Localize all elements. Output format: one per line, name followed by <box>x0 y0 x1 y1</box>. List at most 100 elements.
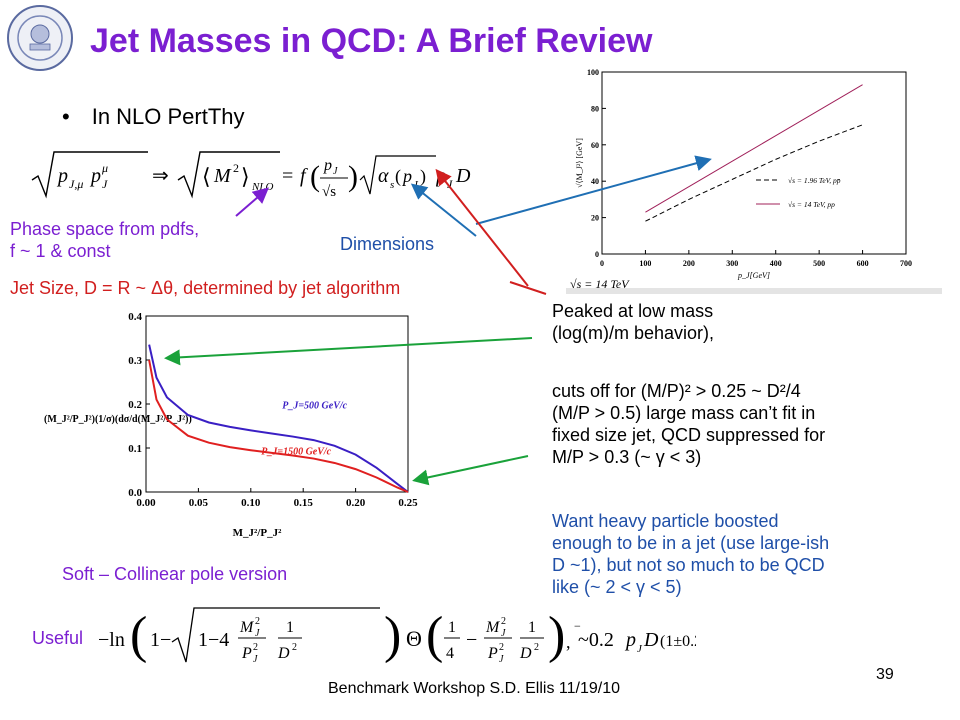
chart2-xlabel: M_J²/P_J² <box>233 527 282 539</box>
equation-jet-mass-tail: p J D <box>436 165 471 191</box>
chart2-frame <box>145 315 409 493</box>
svg-text:1: 1 <box>448 619 456 636</box>
annotation-cuts-line3: fixed size jet, QCD suppressed for <box>552 425 826 445</box>
annotation-cuts-line1: cuts off for (M/P)² > 0.25 ~ D²/4 <box>552 381 801 401</box>
chart1-xtick-label: 0 <box>600 259 604 268</box>
arrow-jet-size-tail <box>509 281 547 295</box>
svg-text:J: J <box>333 166 338 177</box>
chart2-ytick-label: 0.1 <box>128 443 142 455</box>
svg-text:): ) <box>348 160 358 193</box>
svg-text:M: M <box>485 619 501 636</box>
annotation-want-line1: Want heavy particle boosted <box>552 511 779 531</box>
annotation-want-line2: enough to be in a jet (use large-ish <box>552 533 830 553</box>
svg-text:=: = <box>282 165 293 187</box>
svg-text:): ) <box>384 607 401 664</box>
svg-text:1: 1 <box>528 619 536 636</box>
svg-text:−ln: −ln <box>98 629 125 651</box>
svg-text:1−: 1− <box>150 629 171 651</box>
svg-text:J: J <box>637 643 643 655</box>
svg-text:M: M <box>213 165 232 187</box>
svg-text:2: 2 <box>501 616 506 627</box>
university-seal-logo <box>7 5 73 71</box>
annotation-cuts-line4: M/P > 0.3 (~ γ < 3) <box>552 447 702 467</box>
svg-text:(1±0.25): (1±0.25) <box>660 633 696 650</box>
chart2-series-label: P_J=1500 GeV/c <box>261 447 331 458</box>
chart1-xtick-label: 200 <box>683 259 695 268</box>
chart2-xtick-label: 0.20 <box>346 497 366 509</box>
svg-text:J: J <box>501 628 506 639</box>
chart2-xtick-label: 0.05 <box>189 497 209 509</box>
svg-text:(: ( <box>395 166 401 187</box>
svg-text:J,μ: J,μ <box>69 177 83 191</box>
chart1-ytick-label: 20 <box>591 214 599 223</box>
svg-text:2: 2 <box>534 642 539 653</box>
svg-text:M: M <box>239 619 255 636</box>
chart2-ytick-label: 0.0 <box>128 487 142 499</box>
chart2-ytick-label: 0.3 <box>128 355 142 367</box>
svg-text:P: P <box>241 645 252 662</box>
svg-text:J: J <box>253 654 258 665</box>
chart2-series-line <box>148 344 409 493</box>
chart1-xlabel: p_J[GeV] <box>737 271 770 280</box>
chart2-ylabel: (M_J²/P_J²)(1/σ)(dσ/d(M_J²/P_J²)) <box>44 414 192 425</box>
svg-text:J: J <box>102 177 108 191</box>
svg-text:2: 2 <box>253 642 258 653</box>
chart1-frame <box>601 71 907 255</box>
svg-text:2: 2 <box>292 642 297 653</box>
chart2-ytick-label: 0.2 <box>128 399 142 411</box>
annotation-phase-space-line2: f ~ 1 & const <box>10 241 111 261</box>
chart1-xtick-label: 600 <box>857 259 869 268</box>
page-number: 39 <box>876 666 894 683</box>
chart-mass-vs-pt: 0 100 200 300 400 500 600 700 0 20 40 60 80 100 p_J[Ge… <box>570 68 912 291</box>
annotation-want: Want heavy particle boosted enough to be… <box>552 510 952 598</box>
footer: Benchmark Workshop S.D. Ellis 11/19/10 <box>328 680 620 697</box>
svg-text:p: p <box>56 165 68 187</box>
svg-text:⟩: ⟩ <box>241 164 250 189</box>
svg-text:D: D <box>643 629 659 651</box>
annotation-want-line3: D ~1), but not so much to be QCD <box>552 555 825 575</box>
svg-text:~0.2: ~0.2 <box>578 629 614 651</box>
bullet-nlo: • In NLO PertThy <box>62 104 245 129</box>
svg-text:4: 4 <box>446 645 454 662</box>
annotation-dimensions: Dimensions <box>340 234 435 254</box>
chart1-ytick-label: 0 <box>595 250 599 259</box>
svg-text:−: − <box>574 619 581 633</box>
svg-text:p: p <box>323 157 332 174</box>
annotation-phase-space: Phase space from pdfs, f ~ 1 & const <box>10 218 199 262</box>
chart1-xtick-label: 100 <box>639 259 651 268</box>
svg-text:⇒: ⇒ <box>152 165 169 187</box>
annotation-phase-space-line1: Phase space from pdfs, <box>10 219 200 239</box>
bullet-text: In NLO PertThy <box>91 104 245 129</box>
svg-text:J: J <box>255 628 260 639</box>
useful-label: Useful <box>32 628 84 648</box>
chart1-ytick-label: 60 <box>591 141 599 150</box>
chart2-xtick-label: 0.10 <box>241 497 261 509</box>
svg-text:P: P <box>487 645 498 662</box>
annotation-peaked-line1: Peaked at low mass <box>552 301 714 321</box>
svg-text:p: p <box>89 165 101 187</box>
svg-text:2: 2 <box>255 616 260 627</box>
equation-useful: −ln ( 1− 1−4 M 2 J P 2 J 1 D 2 ) Θ ( 1 4… <box>98 607 696 665</box>
svg-text:(: ( <box>426 607 443 664</box>
chart1-ytick-label: 40 <box>591 177 599 186</box>
annotation-want-line4: like (~ 2 < γ < 5) <box>552 577 682 597</box>
annotation-peaked: Peaked at low mass (log(m)/m behavior), <box>552 300 952 344</box>
chart2-xtick-label: 0.25 <box>398 497 418 509</box>
svg-text:p: p <box>624 629 636 651</box>
annotation-cuts-line2: (M/P > 0.5) large mass can’t fit in <box>552 403 816 423</box>
svg-text:(: ( <box>130 607 147 664</box>
svg-text:1: 1 <box>286 619 294 636</box>
chart2-ytick-label: 0.4 <box>128 311 142 323</box>
svg-text:J: J <box>447 177 453 191</box>
chart1-xtick-label: 500 <box>813 259 825 268</box>
chart-mass-distribution-plot: 0.00 0.05 0.10 0.15 0.20 0.25 0.0 0.1 0.2 0.3 0.4 M… <box>128 311 418 539</box>
svg-text:(: ( <box>310 160 320 193</box>
chart1-xtick-label: 700 <box>900 259 912 268</box>
svg-text:NLO: NLO <box>251 181 273 193</box>
svg-text:f: f <box>300 165 308 187</box>
svg-text:D: D <box>455 165 471 187</box>
annotation-cuts: cuts off for (M/P)² > 0.25 ~ D²/4 (M/P >… <box>552 380 952 468</box>
chart1-xtick-label: 400 <box>770 259 782 268</box>
arrow-cutoff <box>412 455 529 486</box>
chart2-series-line <box>148 359 409 493</box>
